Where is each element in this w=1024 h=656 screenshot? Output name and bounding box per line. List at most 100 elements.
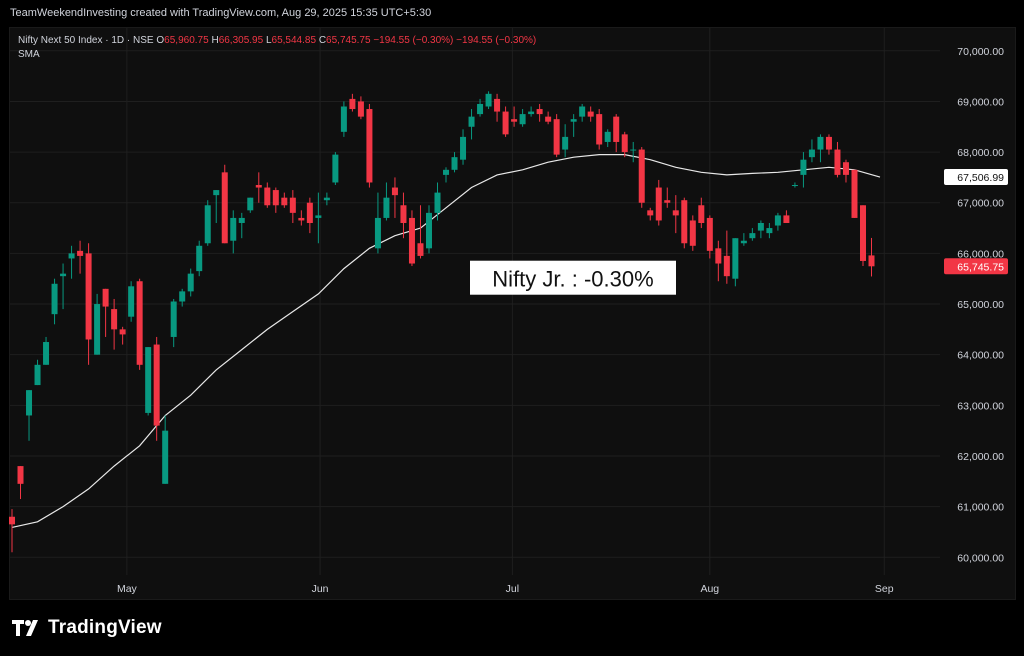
candle-body (162, 430, 169, 484)
candle (800, 152, 807, 188)
candle (477, 98, 484, 117)
candle-body (255, 185, 262, 188)
candle-body (842, 162, 849, 175)
candle-body (323, 197, 330, 201)
candle (204, 200, 211, 246)
legend-indicator[interactable]: SMA (18, 49, 40, 60)
candle (153, 336, 160, 441)
candle-body (766, 228, 773, 234)
candle-body (485, 93, 492, 107)
candle (60, 263, 67, 310)
candle (638, 147, 645, 208)
candle-body (60, 273, 67, 277)
candle (596, 109, 603, 150)
candle-body (153, 344, 160, 426)
candle (808, 139, 815, 163)
candle (196, 240, 203, 277)
candle-body (553, 119, 560, 155)
candle (298, 210, 305, 226)
candle (247, 197, 254, 213)
y-tick-label: 64,000.00 (957, 350, 1004, 362)
candle (391, 177, 398, 218)
candle-body (698, 205, 705, 223)
candle (553, 114, 560, 158)
candle-body (68, 253, 75, 259)
candle (255, 172, 262, 203)
candle (264, 182, 271, 208)
axis-layer: 70,000.00 69,000.00 68,000.00 67,000.00 66,0… (117, 46, 1004, 595)
candle-body (621, 134, 628, 153)
candle-body (204, 205, 211, 244)
candle-body (723, 255, 730, 277)
candle (221, 164, 228, 244)
legend-close-label: C (318, 35, 327, 46)
candle-body (732, 238, 739, 279)
candle (289, 190, 296, 223)
candle-body (170, 301, 177, 337)
x-tick-label: Sep (875, 583, 894, 595)
candle (528, 106, 535, 117)
candle-body (638, 149, 645, 203)
candle (34, 359, 41, 386)
candle (860, 205, 866, 267)
candle (281, 192, 288, 208)
candle (519, 109, 526, 127)
y-tick-label: 67,000.00 (957, 198, 1004, 210)
y-tick-label: 65,000.00 (957, 299, 1004, 311)
candle-body (247, 197, 254, 211)
candle-body (332, 154, 339, 183)
candle (323, 192, 330, 206)
candle-body (502, 111, 509, 135)
candle-body (774, 215, 781, 226)
y-tick-label: 66,000.00 (957, 248, 1004, 260)
candle (230, 210, 237, 254)
candle (145, 347, 152, 416)
candle (136, 278, 143, 370)
legend-high-label: H (211, 35, 219, 46)
candle-body (757, 222, 764, 231)
candle (791, 182, 798, 188)
candle-body (579, 106, 586, 117)
chart-legend: Nifty Next 50 Index · 1D · NSE O65,960.7… (18, 34, 536, 62)
candle-body (800, 159, 807, 175)
candle (332, 152, 339, 186)
tradingview-brand[interactable]: TradingView (12, 617, 162, 639)
candle-body (460, 136, 467, 160)
candle-body (85, 253, 92, 340)
annotation-box (470, 260, 676, 295)
candle (9, 509, 15, 553)
candle-body (145, 347, 152, 413)
legend-change: −194.55 (−0.30%) (373, 35, 454, 46)
candle-body (783, 215, 790, 223)
candle-body (9, 516, 15, 525)
candle (732, 238, 739, 287)
candle (408, 210, 415, 267)
candle-body (119, 329, 126, 335)
candle (868, 237, 875, 277)
candle-body (187, 273, 194, 292)
candle (460, 129, 467, 165)
candle (757, 220, 764, 239)
legend-symbol: Nifty Next 50 Index · 1D · NSE (18, 35, 154, 46)
x-tick-label: Aug (700, 583, 719, 595)
candle (485, 91, 492, 110)
candle-body (647, 210, 654, 216)
candle (774, 212, 781, 231)
candle-body (213, 190, 220, 196)
candle-body (289, 197, 296, 213)
candle (715, 240, 722, 282)
candle-body (17, 466, 24, 484)
candle-body (26, 390, 33, 416)
candle (272, 187, 279, 213)
candle (179, 288, 186, 307)
y-tick-label: 70,000.00 (957, 46, 1004, 58)
candle (723, 230, 730, 284)
candle (349, 93, 356, 112)
candle-layer (9, 91, 875, 553)
candle (170, 298, 177, 348)
candle (102, 288, 109, 337)
candle-body (102, 288, 109, 307)
candle (306, 197, 313, 234)
candle-body (306, 202, 313, 223)
